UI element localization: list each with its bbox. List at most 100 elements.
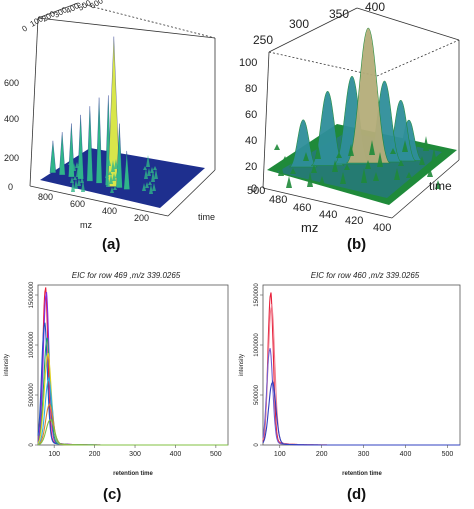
chart-c-xlabel: retention time bbox=[113, 471, 153, 477]
chart-c-series-line bbox=[37, 287, 228, 446]
surface-b-box bbox=[262, 7, 460, 219]
surface-b-noise-spike bbox=[340, 172, 346, 184]
z-tick-label: 0 bbox=[8, 182, 13, 192]
z-tick-label: 40 bbox=[245, 135, 257, 147]
caption-c: (c) bbox=[103, 486, 122, 503]
chart-c-series-line bbox=[37, 292, 228, 446]
chart-c-series-line bbox=[37, 376, 228, 446]
mz-tick-label: 400 bbox=[102, 206, 117, 216]
mz-tick-label: 600 bbox=[70, 199, 85, 209]
surface-b-noise-spike bbox=[286, 176, 292, 188]
chart-d-series-line bbox=[262, 379, 460, 446]
caption-d: (d) bbox=[347, 486, 367, 503]
time-tick-label: 0 bbox=[21, 23, 30, 33]
chart-c-series-line bbox=[37, 402, 228, 446]
mz-tick-label: 460 bbox=[293, 202, 311, 214]
y-tick-label: 500000 bbox=[254, 384, 260, 405]
surface-a-peak bbox=[86, 106, 94, 182]
surface-a-time-label: time bbox=[198, 212, 215, 222]
mz-tick-label: 480 bbox=[269, 194, 287, 206]
surface-b-noise-spike bbox=[348, 144, 354, 156]
time-tick-label: 250 bbox=[253, 33, 273, 47]
surface-b-noise-spike bbox=[311, 164, 317, 173]
x-tick-label: 400 bbox=[400, 451, 412, 458]
y-tick-label: 0 bbox=[254, 443, 260, 447]
time-tick-label: 400 bbox=[365, 0, 385, 14]
mz-tick-label: 200 bbox=[134, 213, 149, 223]
surface-a-mz-label: mz bbox=[80, 220, 92, 230]
surface-a-peak bbox=[116, 123, 123, 189]
surface-a-box bbox=[29, 2, 216, 217]
surface-a-peak bbox=[58, 132, 66, 176]
surface-a-noise-spike bbox=[113, 186, 117, 190]
chart-c-plot-area bbox=[37, 284, 229, 446]
surface-a-floor bbox=[40, 148, 205, 208]
surface-plot-b: 0 20 40 60 80 100 250 300 350 400 500 48… bbox=[239, 0, 460, 235]
z-tick-label: 200 bbox=[4, 153, 19, 163]
surface-a-noise-spike bbox=[114, 159, 118, 169]
surface-a-noise-spike bbox=[81, 180, 85, 192]
surface-b-z-ticks: 0 20 40 60 80 100 bbox=[239, 57, 257, 195]
y-tick-label: 15000000 bbox=[29, 281, 35, 308]
x-tick-label: 300 bbox=[358, 451, 370, 458]
surface-b-peak bbox=[345, 27, 391, 164]
time-tick-label: 300 bbox=[289, 17, 309, 31]
surface-b-noise-spike bbox=[365, 160, 371, 169]
surface-b-noise-spike bbox=[398, 160, 404, 166]
surface-b-noise-spike bbox=[361, 168, 367, 183]
surface-a-noise-spike bbox=[154, 169, 158, 179]
surface-b-mz-ticks: 500 480 460 440 420 400 bbox=[247, 185, 391, 234]
x-tick-label: 500 bbox=[442, 451, 454, 458]
surface-a-noise-spike bbox=[144, 169, 148, 179]
surface-b-time-label: time bbox=[429, 179, 452, 193]
surface-a-noise-spike bbox=[77, 178, 81, 186]
surface-a-mz-ticks: 800 600 400 200 bbox=[38, 192, 149, 223]
z-tick-label: 20 bbox=[245, 161, 257, 173]
surface-b-noise-spike bbox=[390, 148, 396, 154]
x-tick-label: 400 bbox=[170, 451, 182, 458]
chart-d-series-line bbox=[262, 304, 460, 446]
x-tick-label: 100 bbox=[48, 451, 60, 458]
surface-a-noise-spike bbox=[107, 158, 111, 166]
chart-c-series-line bbox=[38, 418, 228, 446]
surface-a-noise-spike bbox=[116, 175, 120, 187]
surface-b-noise-spike bbox=[307, 172, 313, 187]
z-tick-label: 80 bbox=[245, 83, 257, 95]
surface-b-noise-spike bbox=[315, 144, 321, 159]
surface-a-peak bbox=[123, 150, 130, 190]
time-tick-label: 350 bbox=[329, 7, 349, 21]
surface-b-noise-spike bbox=[274, 144, 280, 150]
caption-a: (a) bbox=[102, 236, 121, 253]
mz-tick-label: 800 bbox=[38, 192, 53, 202]
chart-d-series-line bbox=[262, 292, 460, 446]
surface-b-noise-spike bbox=[336, 152, 342, 158]
mz-tick-label: 440 bbox=[319, 209, 337, 221]
surface-b-noise-spike bbox=[394, 168, 400, 180]
surface-b-noise-spike bbox=[419, 156, 425, 165]
surface-b-noise-spike bbox=[427, 168, 433, 177]
surface-a-noise-spike bbox=[145, 182, 149, 188]
x-tick-label: 200 bbox=[316, 451, 328, 458]
surface-b-noise-spike bbox=[319, 176, 325, 185]
surface-a-noise-spike bbox=[147, 168, 151, 176]
z-tick-label: 60 bbox=[245, 109, 257, 121]
surface-a-peak bbox=[49, 140, 57, 174]
chart-c-ylabel: intensity bbox=[4, 354, 10, 376]
surface-b-noise-spike bbox=[423, 136, 429, 151]
z-tick-label: 0 bbox=[251, 183, 257, 195]
time-tick-label: 600 bbox=[89, 0, 106, 11]
surface-a-noise-spike bbox=[112, 173, 116, 181]
caption-b: (b) bbox=[347, 236, 367, 253]
surface-b-noise-spike bbox=[435, 180, 441, 189]
surface-plot-a: 0 200 400 600 0 100 200 300 400 500 600 … bbox=[4, 0, 216, 230]
mz-tick-label: 420 bbox=[345, 215, 363, 227]
surface-a-noise-spike bbox=[109, 174, 113, 184]
surface-a-noise-spike bbox=[146, 155, 150, 167]
surface-b-noise-spike bbox=[332, 160, 338, 172]
surface-b-noise-spike bbox=[282, 156, 288, 162]
x-tick-label: 500 bbox=[210, 451, 222, 458]
chart-c-title: EIC for row 469 ,m/z 339.0265 bbox=[72, 271, 181, 280]
y-tick-label: 10000000 bbox=[29, 331, 35, 358]
surface-a-noise-spike bbox=[142, 183, 146, 191]
y-tick-label: 0 bbox=[29, 443, 35, 447]
